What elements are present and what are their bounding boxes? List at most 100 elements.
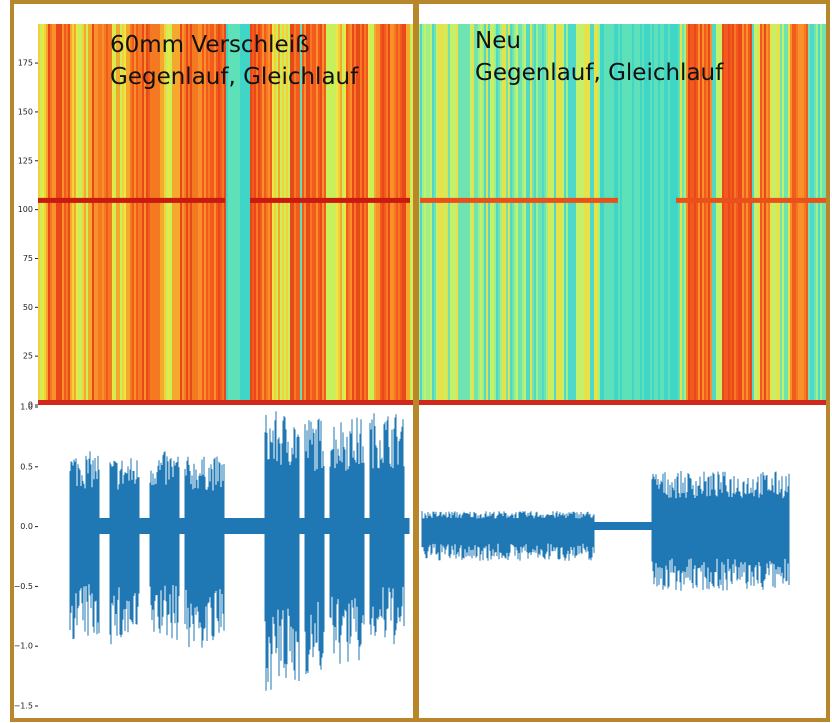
spectrogram-column: [44, 24, 46, 405]
spectrogram-column: [376, 24, 378, 405]
spectrogram-column: [406, 24, 408, 405]
spectrogram-column: [88, 24, 90, 405]
spectrogram-column: [424, 24, 426, 405]
spectrogram-column: [426, 24, 428, 405]
spectrogram-column: [62, 24, 64, 405]
spectrogram-column: [78, 24, 80, 405]
spectrogram-column: [368, 24, 370, 405]
y-tick-label: 0.5: [20, 462, 33, 471]
spectrogram-column: [434, 24, 436, 405]
spectrogram-column: [422, 24, 424, 405]
spectrogram-column: [764, 24, 766, 405]
spectrogram-column: [798, 24, 800, 405]
spectrogram-column: [410, 24, 412, 405]
spectrogram-column: [776, 24, 778, 405]
spectrogram-column: [446, 24, 448, 405]
spectrogram-column: [740, 24, 742, 405]
spectrogram-column: [468, 24, 470, 405]
spectrogram-column: [60, 24, 62, 405]
waveform-plot: [70, 411, 789, 691]
spectrogram-column: [788, 24, 790, 405]
spectrogram-column: [396, 24, 398, 405]
spectrogram-column: [390, 24, 392, 405]
spectrogram-band: [38, 400, 830, 405]
spectrogram-column: [394, 24, 396, 405]
spectrogram-column: [778, 24, 780, 405]
spectrogram-column: [456, 24, 458, 405]
spectrogram-column: [460, 24, 462, 405]
spectrogram-column: [466, 24, 468, 405]
spectrogram-column: [404, 24, 406, 405]
spectrogram-column: [814, 24, 816, 405]
spectrogram-column: [74, 24, 76, 405]
spectrogram-column: [372, 24, 374, 405]
spectrogram-column: [438, 24, 440, 405]
spectrogram-column: [816, 24, 818, 405]
spectrogram-column: [386, 24, 388, 405]
spectrogram-column: [812, 24, 814, 405]
spectrogram-column: [766, 24, 768, 405]
spectrogram-column: [728, 24, 730, 405]
spectrogram-column: [388, 24, 390, 405]
spectrogram-column: [762, 24, 764, 405]
y-tick-label: 1.0: [20, 403, 33, 412]
y-tick-label: 75: [23, 254, 33, 263]
spectrogram-column: [810, 24, 812, 405]
spectrogram-column: [794, 24, 796, 405]
spectrogram-column: [360, 24, 362, 405]
spectrogram-column: [752, 24, 754, 405]
spectrogram-column: [54, 24, 56, 405]
spectrogram-column: [96, 24, 98, 405]
spectrogram-column: [358, 24, 360, 405]
spectrogram-band: [420, 198, 618, 203]
spectrogram-column: [824, 24, 826, 405]
spectrogram-column: [806, 24, 808, 405]
spectrogram-column: [370, 24, 372, 405]
annotation: 60mm Verschleiß: [110, 32, 310, 58]
spectrogram-column: [392, 24, 394, 405]
spectrogram-column: [106, 24, 108, 405]
spectrogram-column: [782, 24, 784, 405]
spectrogram-column: [92, 24, 94, 405]
y-tick-label: 125: [18, 156, 33, 165]
spectrogram-column: [40, 24, 42, 405]
spectrogram-column: [430, 24, 432, 405]
spectrogram-column: [472, 24, 474, 405]
spectrogram-column: [68, 24, 70, 405]
spectrogram-column: [436, 24, 438, 405]
spectrogram-column: [42, 24, 44, 405]
spectrogram-column: [104, 24, 106, 405]
spectrogram-column: [98, 24, 100, 405]
spectrogram-column: [64, 24, 66, 405]
spectrogram-band: [676, 198, 830, 203]
spectrogram-band: [250, 198, 410, 203]
spectrogram-column: [408, 24, 410, 405]
spectrogram-column: [804, 24, 806, 405]
spectrogram-column: [84, 24, 86, 405]
spectrogram-column: [80, 24, 82, 405]
page: {"spectrogram": {"ylim": [0, 195], "ytic…: [0, 0, 832, 723]
spectrogram-column: [380, 24, 382, 405]
spectrogram-column: [780, 24, 782, 405]
spectrogram-column: [732, 24, 734, 405]
spectrogram-column: [100, 24, 102, 405]
spectrogram-column: [800, 24, 802, 405]
spectrogram-column: [730, 24, 732, 405]
spectrogram-column: [808, 24, 810, 405]
spectrogram-column: [726, 24, 728, 405]
spectrogram-column: [756, 24, 758, 405]
spectrogram-column: [102, 24, 104, 405]
spectrogram-column: [784, 24, 786, 405]
spectrogram-column: [428, 24, 430, 405]
spectrogram-column: [736, 24, 738, 405]
spectrogram-column: [464, 24, 466, 405]
spectrogram-column: [772, 24, 774, 405]
spectrogram-column: [72, 24, 74, 405]
spectrogram-column: [802, 24, 804, 405]
spectrogram-column: [790, 24, 792, 405]
y-tick-label: −1.0: [14, 642, 33, 651]
spectrogram-column: [366, 24, 368, 405]
spectrogram-column: [734, 24, 736, 405]
spectrogram-column: [738, 24, 740, 405]
